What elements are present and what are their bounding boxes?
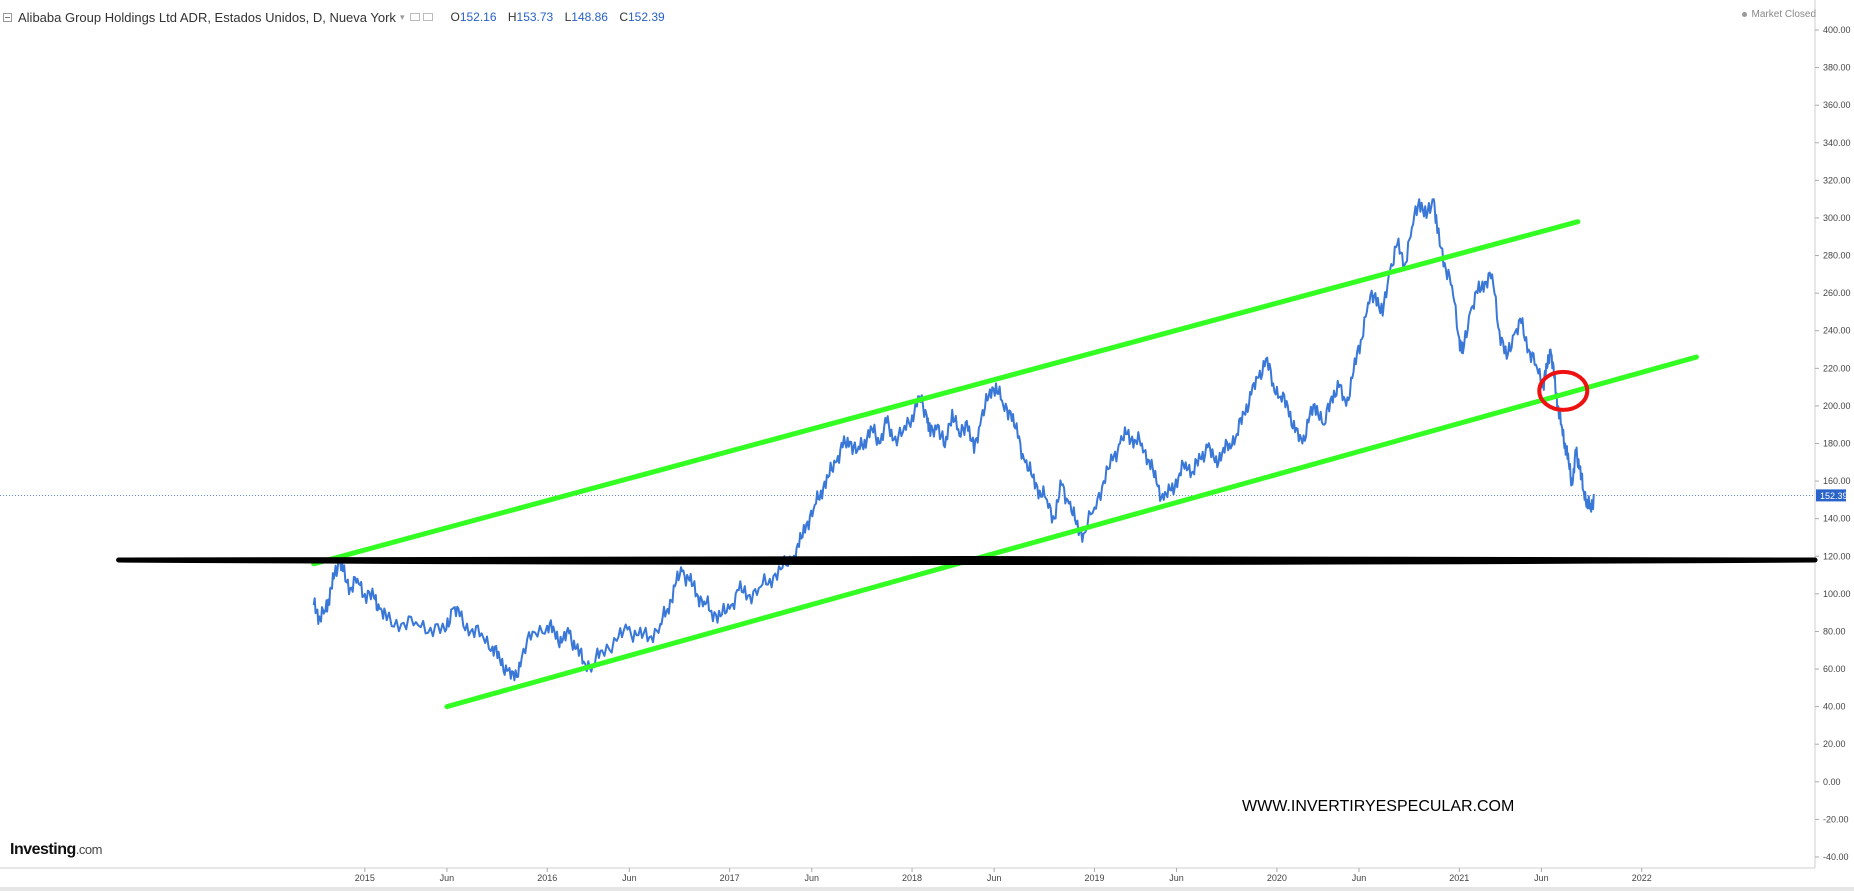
open-key: O [450,10,460,24]
x-tick-label: 2019 [1084,873,1104,883]
y-tick-label: 280.00 [1823,251,1851,261]
y-tick-label: 380.00 [1823,63,1851,73]
collapse-toggle-icon[interactable] [3,12,12,22]
y-tick-label: 300.00 [1823,213,1851,223]
x-tick-label: Jun [1169,873,1184,883]
y-tick-label: 400.00 [1823,25,1851,35]
x-tick-label: Jun [440,873,455,883]
x-tick-label: 2015 [355,873,375,883]
watermark-text: WWW.INVERTIRYESPECULAR.COM [1242,798,1515,815]
y-tick-label: 240.00 [1823,326,1851,336]
close-value: 152.39 [627,10,665,24]
high-key: H [507,10,517,24]
support-line [116,556,1818,566]
investing-logo[interactable]: Investing.com [10,841,102,859]
x-tick-label: Jun [804,873,819,883]
x-tick-label: 2020 [1267,873,1287,883]
hide-icon[interactable] [423,13,434,21]
y-tick-label: 140.00 [1823,514,1851,524]
logo-suffix: .com [75,842,103,857]
settings-icon[interactable] [410,13,421,21]
last-price-tag [1816,489,1846,502]
lower-channel-line [444,354,1699,710]
market-status-label: Market Closed [1751,9,1816,20]
x-tick-label: Jun [1534,873,1549,883]
y-tick-label: -20.00 [1823,814,1849,824]
y-tick-label: 120.00 [1823,551,1851,561]
x-tick-label: Jun [987,873,1002,883]
bottom-scrollbar[interactable] [0,887,1854,891]
y-tick-label: 360.00 [1823,100,1851,110]
x-tick-label: 2018 [902,873,922,883]
chart-header: Alibaba Group Holdings Ltd ADR, Estados … [0,0,665,34]
ohlc-readout: O152.16 H153.73 L148.86 C152.39 [442,10,664,24]
y-tick-label: 200.00 [1823,401,1851,411]
x-tick-label: 2017 [720,873,740,883]
price-series-line [312,198,1595,682]
low-value: 148.86 [571,10,608,24]
y-tick-label: 60.00 [1823,664,1846,674]
x-tick-label: Jun [1352,873,1367,883]
y-tick-label: 320.00 [1823,175,1851,185]
y-tick-label: 260.00 [1823,288,1851,298]
y-tick-label: 180.00 [1823,439,1851,449]
x-tick-label: 2022 [1632,873,1652,883]
x-tick-label: Jun [622,873,637,883]
y-tick-label: 340.00 [1823,138,1851,148]
market-status: Market Closed [1741,9,1816,20]
y-tick-label: -40.00 [1823,852,1849,862]
open-value: 152.16 [459,10,497,24]
y-tick-label: 160.00 [1823,476,1851,486]
y-tick-label: 220.00 [1823,363,1851,373]
y-tick-label: 80.00 [1823,626,1846,636]
close-key: C [619,10,628,24]
x-tick-label: 2021 [1449,873,1469,883]
y-tick-label: 0.00 [1823,777,1841,787]
breakdown-circle [1537,369,1590,412]
y-tick-label: 20.00 [1823,739,1846,749]
chevron-down-icon[interactable]: ▾ [399,11,405,22]
low-key: L [564,10,572,24]
y-tick-label: 40.00 [1823,702,1846,712]
last-price-tag-label: 152.39 [1820,491,1848,501]
x-tick-label: 2016 [537,873,557,883]
upper-channel-line [311,219,1581,567]
status-dot-icon [1741,12,1747,17]
logo-main: Investing [10,841,76,858]
y-tick-label: 100.00 [1823,589,1851,599]
instrument-title: Alibaba Group Holdings Ltd ADR, Estados … [18,9,396,25]
high-value: 153.73 [516,10,554,24]
